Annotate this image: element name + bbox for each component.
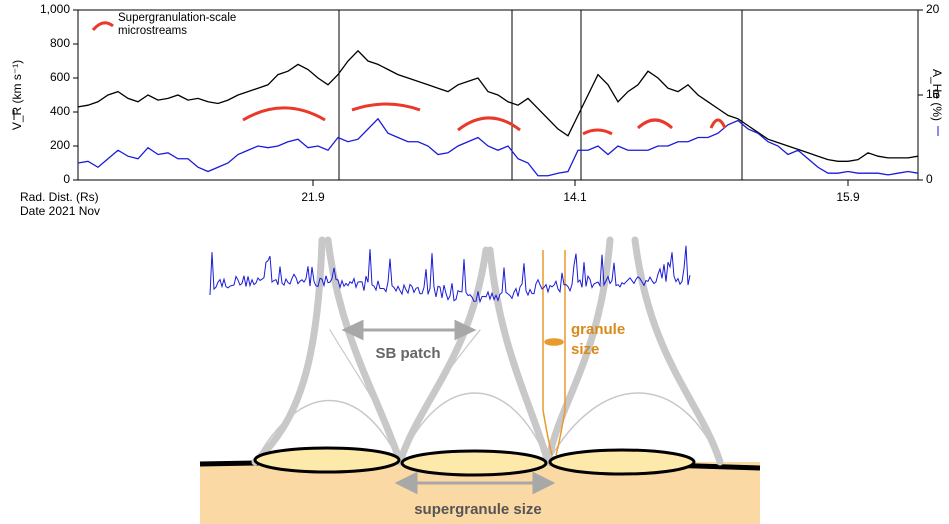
- x-tick-label: 14.1: [563, 190, 587, 204]
- flux-tubes: [251, 236, 724, 466]
- series-line: [77, 49, 919, 162]
- diagram: SB patch granule size supergranule size: [199, 236, 761, 524]
- microstream-arc: [242, 106, 326, 122]
- sb-patch-label: SB patch: [375, 345, 440, 362]
- y-tick-label: 0: [63, 172, 70, 186]
- supergranule-label: supergranule size: [414, 501, 542, 518]
- x-tick-label: 15.9: [836, 190, 860, 204]
- y-tick-label: 1,000: [40, 2, 70, 16]
- x-axis-label: Rad. Dist. (Rs): [20, 190, 99, 204]
- microstream-arc: [351, 102, 421, 112]
- granule-label: size: [571, 341, 599, 358]
- y-tick-label: 400: [50, 104, 70, 118]
- microstream-arc: [457, 116, 521, 132]
- date-label: Date 2021 Nov: [20, 204, 100, 218]
- y2-axis-label: A_He (%): [930, 69, 944, 121]
- schematic-signal: [209, 245, 691, 304]
- y-tick-label: 200: [50, 138, 70, 152]
- y-axis-label: V_R (km s⁻¹): [10, 60, 24, 130]
- x-tick-label: 21.9: [301, 190, 325, 204]
- series-line: [77, 117, 919, 177]
- y2-tick-label: 0: [926, 172, 933, 186]
- y-tick-label: 800: [50, 36, 70, 50]
- y2-tick-label: 10: [926, 87, 940, 101]
- granule-label: granule: [571, 321, 625, 338]
- y2-tick-label: 20: [926, 2, 940, 16]
- microstream-arc: [709, 118, 727, 129]
- y-tick-label: 600: [50, 70, 70, 84]
- supergranules: [253, 446, 696, 477]
- granule-tube: [542, 250, 566, 456]
- microstream-arc: [636, 118, 674, 130]
- microstream-arc: [582, 128, 613, 136]
- legend-label: Supergranulation-scale microstreams: [118, 12, 237, 37]
- arrows: [341, 319, 556, 495]
- legend-arc: [91, 21, 114, 31]
